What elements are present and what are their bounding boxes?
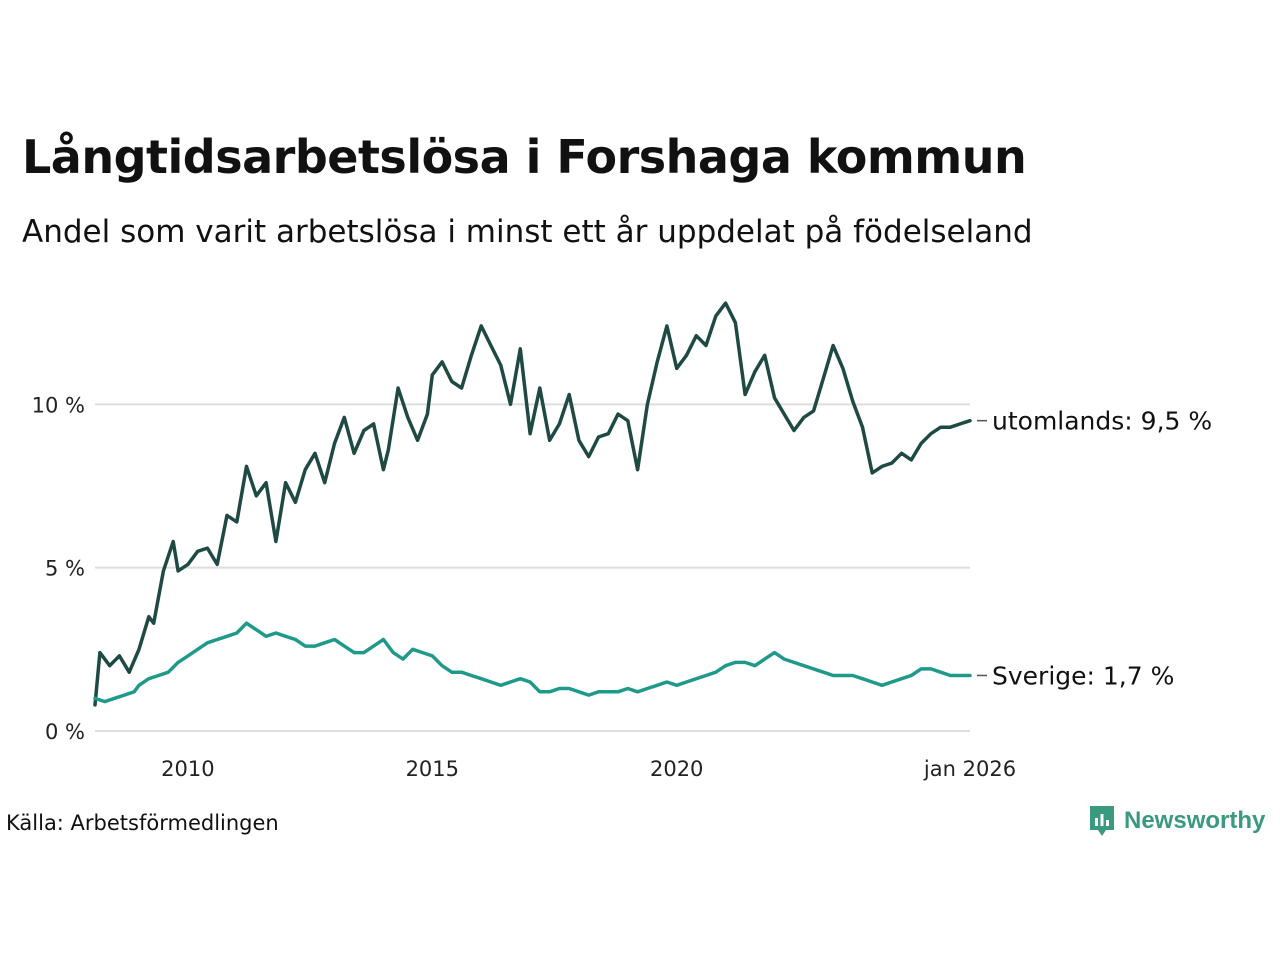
end-labels: utomlands: 9,5 % Sverige: 1,7 %: [977, 407, 1212, 690]
end-label-utomlands: utomlands: 9,5 %: [992, 407, 1212, 436]
x-tick-label: 2015: [406, 757, 459, 781]
grid-lines: [95, 403, 970, 732]
y-axis-ticks: 0 % 5 % 10 %: [32, 393, 85, 744]
chart-title: Långtidsarbetslösa i Forshaga kommun: [22, 130, 1027, 184]
chart-subtitle: Andel som varit arbetslösa i minst ett å…: [22, 214, 1033, 250]
end-label-sverige: Sverige: 1,7 %: [992, 661, 1174, 690]
y-tick-label: 5 %: [45, 557, 85, 581]
x-axis-ticks: 2010 2015 2020 jan 2026: [161, 757, 1016, 781]
series-line-utomlands: [93, 301, 972, 707]
series-lines: [93, 301, 972, 707]
y-tick-label: 10 %: [32, 393, 85, 417]
brand-logo[interactable]: Newsworthy: [1088, 804, 1265, 838]
source-note: Källa: Arbetsförmedlingen: [6, 811, 279, 835]
x-tick-label: 2010: [161, 757, 214, 781]
brand-name: Newsworthy: [1124, 807, 1266, 834]
x-tick-label: jan 2026: [923, 757, 1016, 781]
newsworthy-logo-icon: [1090, 806, 1114, 836]
series-line-sverige: [93, 621, 972, 704]
y-tick-label: 0 %: [45, 720, 85, 744]
x-tick-label: 2020: [650, 757, 703, 781]
